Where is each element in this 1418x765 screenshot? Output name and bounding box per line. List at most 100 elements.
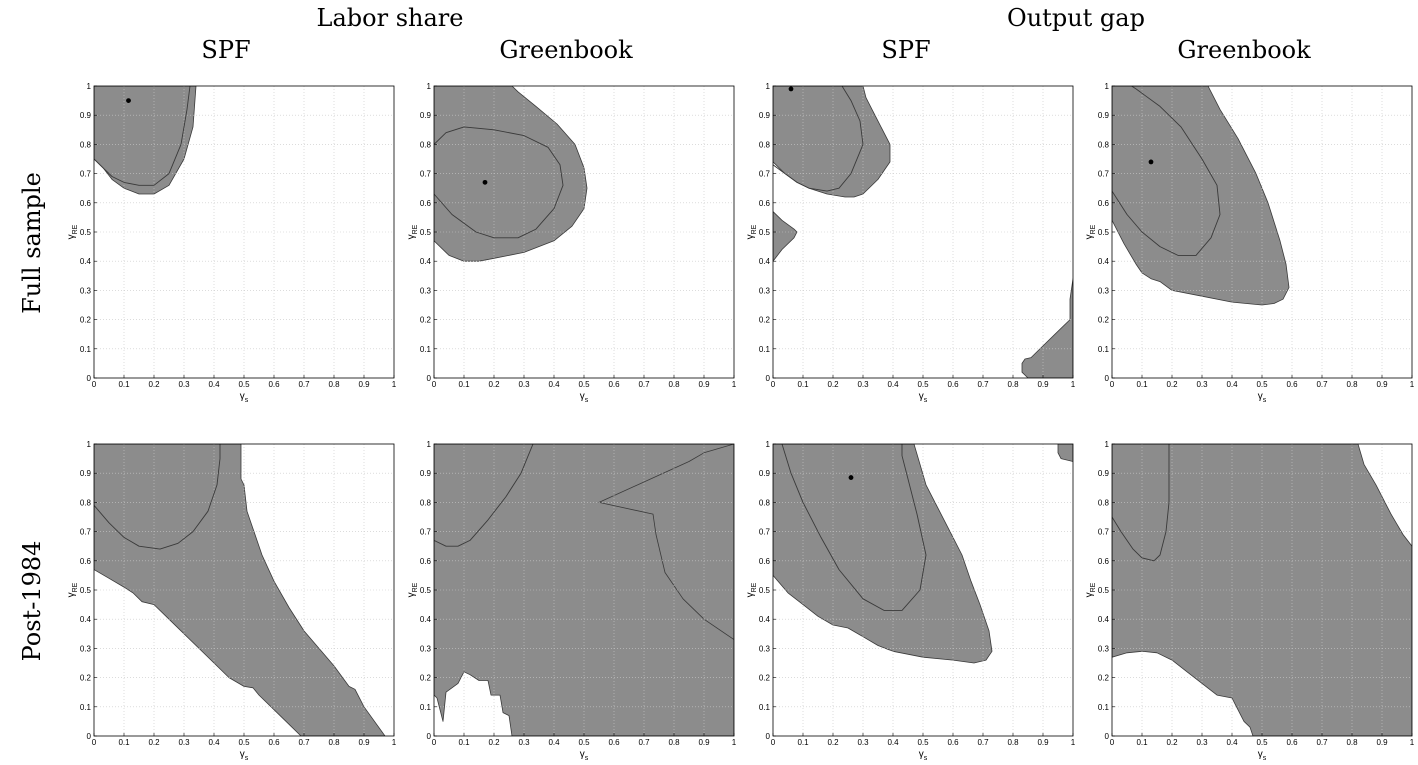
- y-axis-label: γRE: [745, 582, 758, 597]
- x-tick-label: 0.4: [208, 380, 220, 389]
- plot-area: [94, 444, 394, 736]
- x-tick-label: 0: [1110, 738, 1115, 747]
- x-tick-label: 0.3: [178, 380, 190, 389]
- x-tick-label: 0.6: [1286, 380, 1298, 389]
- x-tick-label: 0.2: [488, 380, 500, 389]
- x-tick-label: 0: [771, 380, 776, 389]
- plot-area: [1112, 444, 1412, 736]
- y-tick-label: 0.5: [759, 228, 771, 237]
- y-axis-label: γRE: [66, 224, 79, 239]
- plot-panel: 00 0.1 0.1 0.2 0.2 0.3 0.3 0.4 0.4 0.5 0.5 0.6 0.6 0.…: [406, 82, 737, 404]
- y-tick-label: 0.7: [1098, 170, 1110, 179]
- confidence-region: [773, 211, 798, 262]
- x-tick-label: 0.9: [1037, 738, 1049, 747]
- y-tick-label: 0.8: [420, 498, 432, 507]
- x-tick-label: 0.8: [1346, 380, 1358, 389]
- y-tick-label: 0.1: [80, 703, 92, 712]
- x-tick-label: 0.9: [698, 380, 710, 389]
- row-header-post-1984: Post-1984: [18, 541, 46, 662]
- y-tick-label: 0.3: [759, 644, 771, 653]
- y-tick-label: 0.4: [80, 257, 92, 266]
- y-tick-label: 0.5: [759, 586, 771, 595]
- x-tick-label: 0.1: [458, 380, 470, 389]
- x-tick-label: 0.6: [947, 738, 959, 747]
- y-tick-label: 0.5: [420, 228, 432, 237]
- x-tick-label: 0.6: [268, 380, 280, 389]
- x-tick-label: 0.1: [797, 738, 809, 747]
- y-tick-label: 0.4: [80, 615, 92, 624]
- y-tick-label: 0.9: [759, 469, 771, 478]
- y-axis-label: γRE: [1084, 224, 1097, 239]
- y-tick-label: 1: [427, 82, 432, 91]
- y-tick-label: 0.8: [1098, 498, 1110, 507]
- x-tick-label: 0.5: [578, 380, 590, 389]
- y-tick-label: 0.2: [80, 674, 92, 683]
- plot-area: [434, 86, 734, 378]
- y-tick-label: 0.6: [1098, 199, 1110, 208]
- x-tick-label: 0.9: [358, 738, 370, 747]
- x-tick-label: 1: [392, 738, 397, 747]
- y-tick-label: 0.6: [1098, 557, 1110, 566]
- x-tick-label: 0: [432, 738, 437, 747]
- y-tick-label: 0.8: [759, 140, 771, 149]
- y-tick-label: 0.9: [80, 469, 92, 478]
- x-tick-label: 1: [1410, 380, 1415, 389]
- confidence-ellipse: [434, 444, 534, 547]
- x-tick-label: 1: [1410, 738, 1415, 747]
- x-tick-label: 0.9: [698, 738, 710, 747]
- x-axis-label: γs: [1258, 749, 1267, 762]
- row-header-full-sample: Full sample: [18, 172, 46, 314]
- x-tick-label: 0.4: [548, 738, 560, 747]
- x-tick-label: 0.5: [917, 738, 929, 747]
- x-tick-label: 0.4: [1226, 738, 1238, 747]
- y-tick-label: 0.2: [420, 316, 432, 325]
- x-tick-label: 0.8: [1346, 738, 1358, 747]
- x-tick-label: 0.2: [148, 738, 160, 747]
- y-tick-label: 0: [1105, 732, 1110, 741]
- x-tick-label: 0.4: [1226, 380, 1238, 389]
- plot-panel: 00 0.1 0.1 0.2 0.2 0.3 0.3 0.4 0.4 0.5 0.5 0.6 0.6 0.…: [406, 440, 737, 762]
- x-tick-label: 0.6: [608, 738, 620, 747]
- confidence-ellipse: [434, 126, 564, 239]
- x-tick-label: 1: [732, 380, 737, 389]
- x-tick-label: 0.2: [1166, 738, 1178, 747]
- x-tick-label: 0.3: [178, 738, 190, 747]
- y-axis-label: γRE: [745, 224, 758, 239]
- x-tick-label: 0.1: [797, 380, 809, 389]
- x-axis-label: γs: [240, 749, 249, 762]
- x-tick-label: 1: [1071, 738, 1076, 747]
- x-tick-label: 0.6: [608, 380, 620, 389]
- x-tick-label: 0: [1110, 380, 1115, 389]
- y-tick-label: 0.6: [759, 557, 771, 566]
- y-tick-label: 0.2: [1098, 674, 1110, 683]
- y-tick-label: 0: [766, 374, 771, 383]
- confidence-region: [94, 444, 386, 736]
- y-tick-label: 0.5: [1098, 228, 1110, 237]
- group-header-output-gap: Output gap: [1007, 4, 1145, 32]
- column-header-4: Greenbook: [1177, 36, 1311, 64]
- y-tick-label: 0.4: [420, 257, 432, 266]
- x-tick-label: 0.7: [977, 380, 989, 389]
- y-tick-label: 0.9: [759, 111, 771, 120]
- confidence-ellipse: [1112, 444, 1170, 562]
- x-tick-label: 0.5: [1256, 380, 1268, 389]
- plot-panel: 00 0.1 0.1 0.2 0.2 0.3 0.3 0.4 0.4 0.5 0.5 0.6 0.6 0.…: [66, 82, 397, 404]
- x-tick-label: 0.5: [1256, 738, 1268, 747]
- x-tick-label: 0.3: [857, 738, 869, 747]
- x-tick-label: 0.5: [917, 380, 929, 389]
- x-tick-label: 0.3: [518, 738, 530, 747]
- confidence-region: [1057, 444, 1073, 462]
- y-tick-label: 0.7: [80, 170, 92, 179]
- y-tick-label: 0.7: [420, 528, 432, 537]
- plot-panel: 00 0.1 0.1 0.2 0.2 0.3 0.3 0.4 0.4 0.5 0.5 0.6 0.6 0.…: [1084, 82, 1415, 404]
- confidence-ellipse: [773, 86, 864, 192]
- y-tick-label: 0: [87, 374, 92, 383]
- y-tick-label: 0.1: [759, 345, 771, 354]
- plot-area: [94, 86, 394, 378]
- x-tick-label: 0.8: [1007, 738, 1019, 747]
- x-axis-label: γs: [240, 391, 249, 404]
- x-tick-label: 0.4: [887, 738, 899, 747]
- x-tick-label: 0.7: [638, 738, 650, 747]
- x-tick-label: 0.6: [268, 738, 280, 747]
- group-header-labor-share: Labor share: [317, 4, 464, 32]
